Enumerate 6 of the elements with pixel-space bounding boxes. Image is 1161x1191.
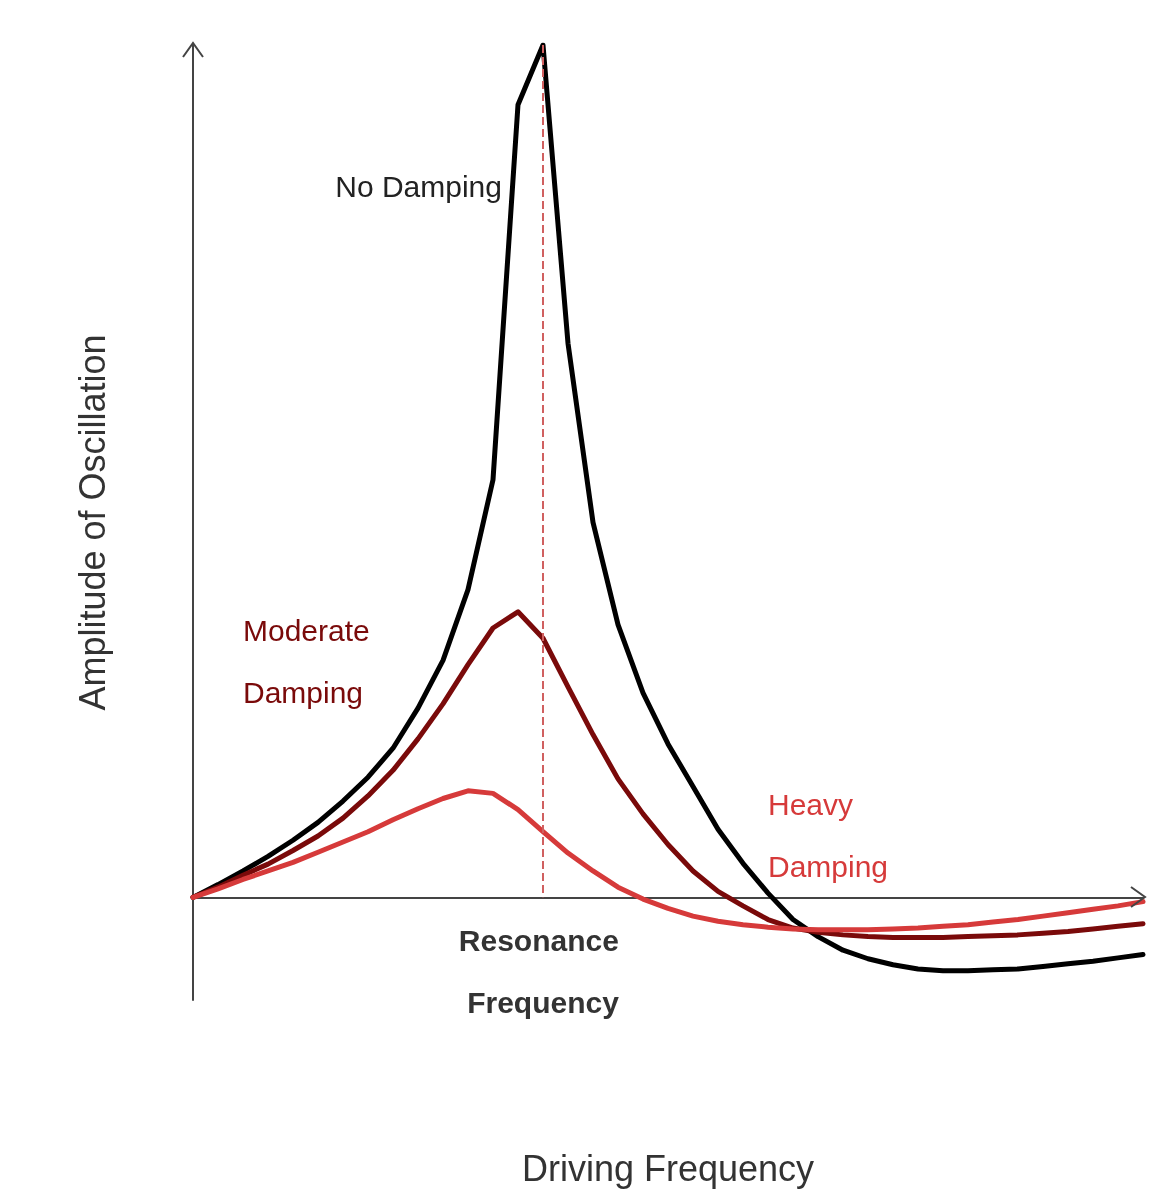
y-axis-title: Amplitude of Oscillation bbox=[71, 334, 113, 711]
series-label: Moderate Damping bbox=[243, 613, 379, 709]
annotation: Resonance Frequency bbox=[458, 923, 628, 1019]
x-axis-title: Driving Frequency bbox=[521, 1147, 815, 1189]
series-label: Heavy Damping bbox=[768, 788, 889, 884]
series-label: No Damping bbox=[335, 170, 502, 204]
